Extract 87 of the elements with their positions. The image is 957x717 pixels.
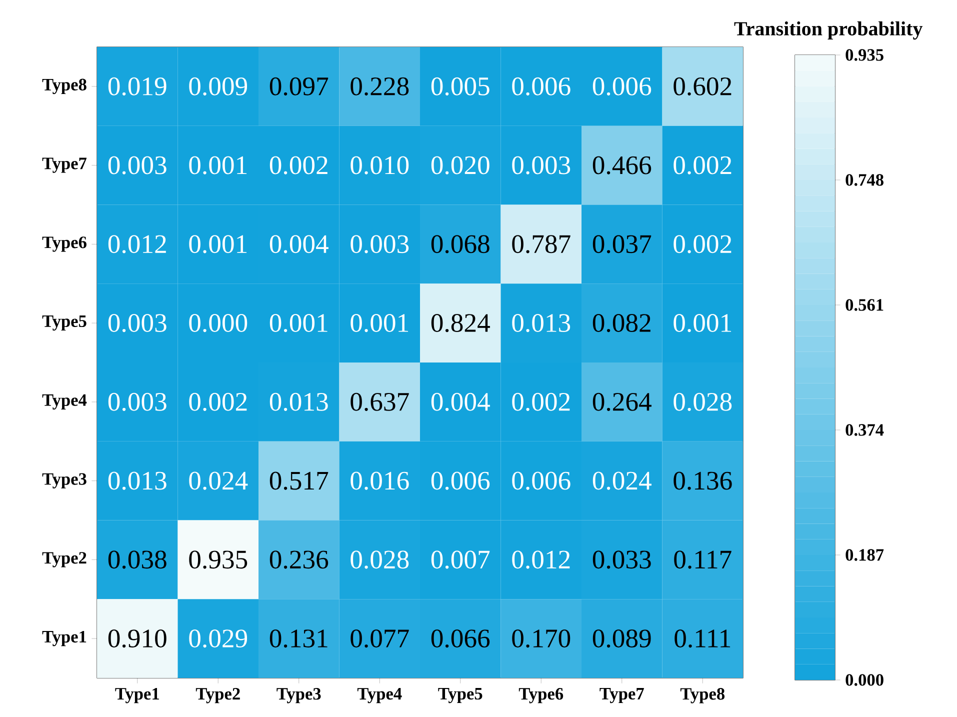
color-bar-label: 0.935: [846, 49, 884, 61]
data-label: 0.006: [512, 472, 570, 490]
data-label: 0.001: [189, 156, 247, 174]
data-label: 0.001: [189, 235, 247, 254]
data-label: 0.001: [270, 314, 328, 332]
data-label: 0.029: [189, 629, 248, 648]
data-label: 0.089: [592, 629, 651, 648]
data-label: 0.003: [108, 314, 166, 332]
data-label: 0.077: [350, 629, 409, 648]
data-label: 0.002: [270, 156, 328, 174]
y-tick-label: Type8: [42, 78, 86, 94]
color-bar-label: 0.374: [846, 424, 884, 436]
data-label: 0.003: [512, 156, 570, 174]
data-label: 0.038: [108, 550, 166, 569]
data-label: 0.013: [108, 472, 166, 490]
data-label: 0.001: [674, 314, 732, 332]
data-label: 0.517: [270, 472, 328, 490]
x-tick-label: Type6: [518, 688, 564, 704]
y-tick-label: Type3: [42, 473, 86, 488]
data-label: 0.637: [350, 392, 409, 411]
data-label: 0.228: [350, 77, 409, 96]
data-label: 0.001: [350, 314, 408, 332]
data-label: 0.006: [431, 472, 490, 490]
data-label: 0.003: [108, 392, 166, 411]
data-label: 0.002: [674, 156, 732, 174]
data-label: 0.013: [512, 314, 570, 332]
data-label: 0.787: [512, 235, 570, 254]
data-label: 0.264: [592, 392, 652, 411]
data-label: 0.005: [431, 77, 490, 96]
data-label: 0.000: [189, 314, 248, 332]
color-bar-label: 0.187: [846, 549, 884, 561]
data-label: 0.007: [431, 550, 490, 569]
data-label: 0.019: [108, 77, 166, 96]
x-tick-label: Type2: [196, 688, 240, 704]
data-label: 0.066: [431, 629, 490, 648]
y-tick-label: Type1: [42, 630, 86, 646]
data-label: 0.024: [189, 472, 248, 490]
data-label: 0.824: [431, 314, 490, 332]
color-bar-label: 0.748: [846, 174, 884, 186]
data-label: 0.016: [350, 472, 409, 490]
data-label: 0.028: [350, 550, 409, 569]
x-tick-label: Type3: [276, 688, 321, 704]
y-tick-label: Type4: [42, 394, 87, 410]
y-tick-label: Type7: [42, 158, 87, 173]
data-label: 0.013: [270, 392, 328, 411]
x-tick-label: Type7: [600, 688, 644, 704]
color-bar-label: 0.561: [846, 299, 884, 311]
data-label: 0.003: [350, 235, 409, 254]
data-label: 0.602: [674, 77, 732, 96]
data-label: 0.002: [189, 392, 247, 411]
data-label: 0.170: [512, 629, 570, 648]
data-label: 0.003: [108, 156, 166, 174]
x-tick-label: Type4: [357, 688, 402, 704]
data-label: 0.004: [431, 392, 490, 411]
data-label: 0.012: [512, 550, 570, 569]
data-label: 0.028: [674, 392, 732, 411]
data-label: 0.068: [431, 235, 490, 254]
color-bar-label: 0.000: [846, 674, 884, 686]
x-tick-label: Type1: [115, 688, 159, 704]
data-label: 0.082: [592, 314, 650, 332]
data-label: 0.117: [674, 550, 732, 569]
y-tick-label: Type6: [42, 236, 86, 252]
data-label: 0.012: [108, 235, 166, 254]
data-label: 0.006: [512, 77, 570, 96]
x-tick-label: Type5: [438, 688, 482, 704]
data-label: 0.097: [270, 77, 328, 96]
data-label: 0.024: [592, 472, 652, 490]
data-label: 0.020: [431, 156, 490, 174]
data-label: 0.002: [512, 392, 570, 411]
data-label: 0.033: [592, 550, 651, 569]
y-tick-label: Type2: [42, 552, 86, 568]
data-label: 0.131: [270, 629, 328, 648]
data-label: 0.009: [189, 77, 248, 96]
data-label: 0.136: [674, 472, 732, 490]
data-label: 0.935: [189, 550, 248, 569]
x-tick-label: Type8: [680, 688, 725, 704]
data-label: 0.910: [108, 629, 166, 648]
data-label: 0.006: [592, 77, 652, 96]
data-label: 0.037: [592, 235, 652, 254]
color-bar-title: Transition probability: [734, 21, 923, 40]
data-label: 0.002: [674, 235, 732, 254]
data-label: 0.010: [350, 156, 409, 174]
data-label: 0.236: [270, 550, 328, 569]
data-label: 0.111: [674, 629, 730, 648]
data-label: 0.466: [592, 156, 652, 174]
y-tick-label: Type5: [42, 316, 86, 331]
data-label: 0.004: [270, 235, 328, 254]
